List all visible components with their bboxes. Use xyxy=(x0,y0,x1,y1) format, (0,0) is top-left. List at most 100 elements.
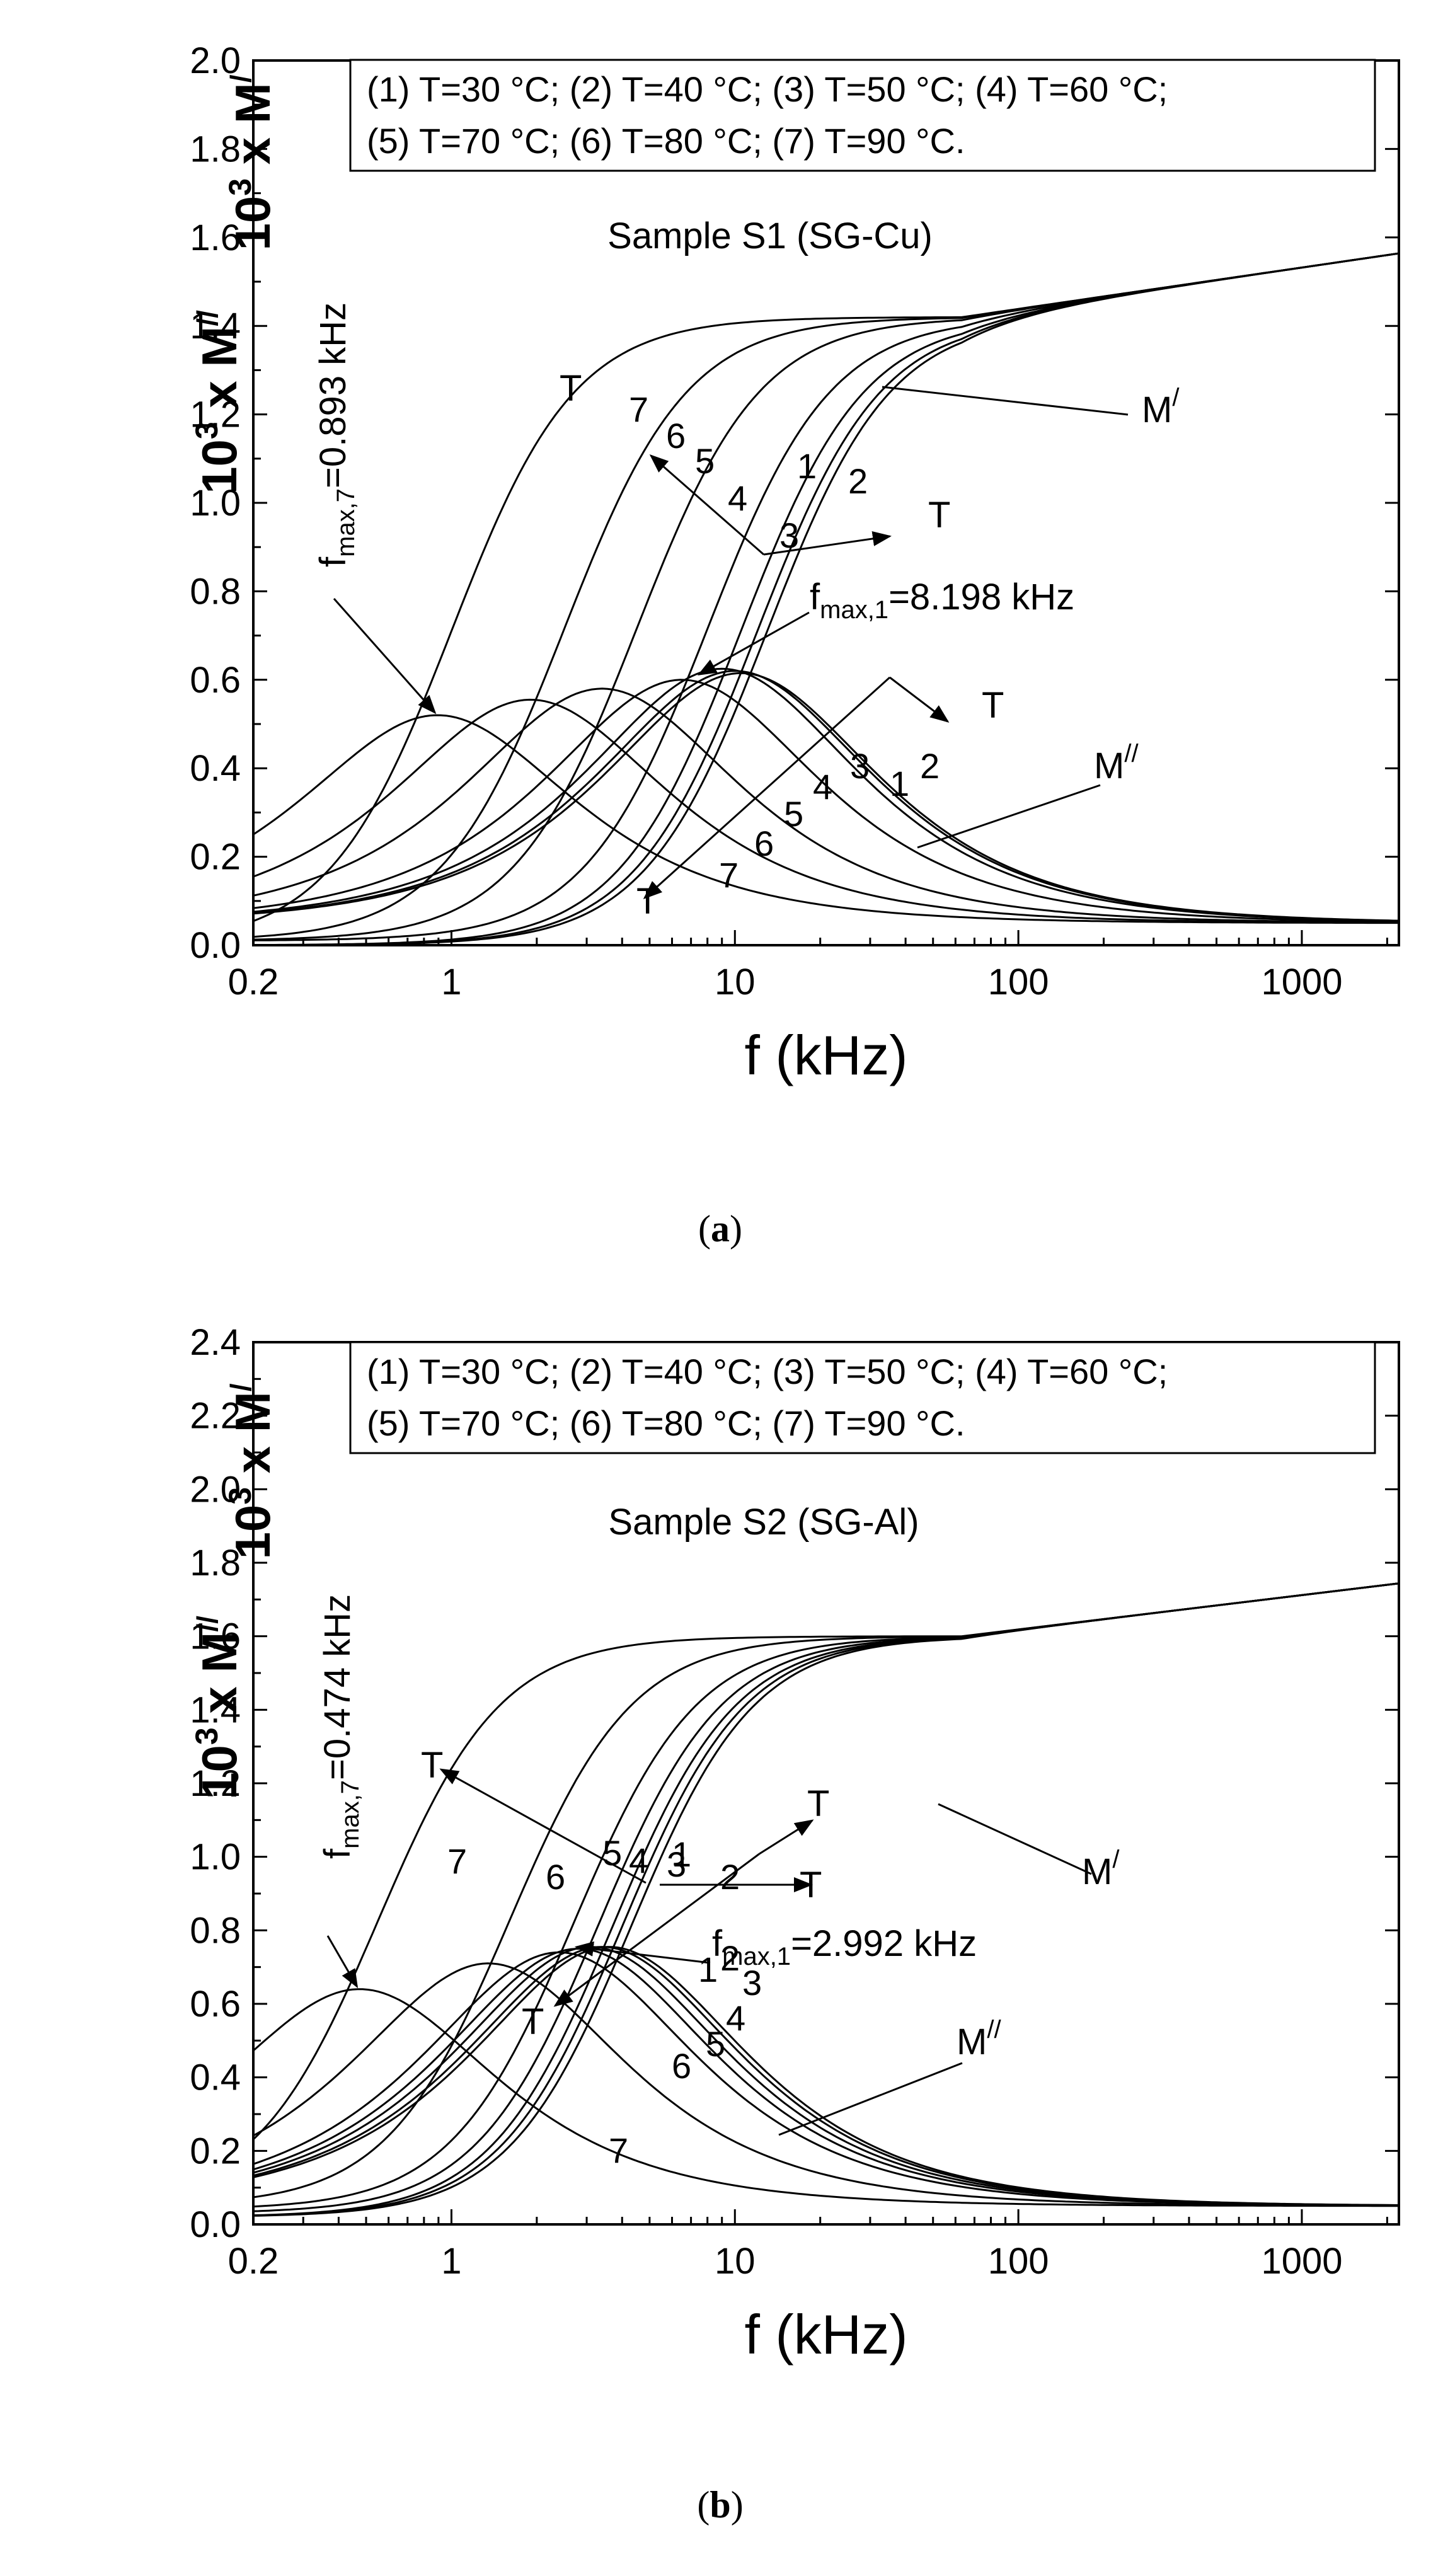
m-prime-label: M/ xyxy=(1082,1846,1120,1892)
temperature-arrow xyxy=(649,454,764,556)
series-6-m-prime-line xyxy=(253,1582,1400,2199)
curve-number: 7 xyxy=(609,2130,628,2170)
curve-number: 3 xyxy=(742,1963,762,2003)
arrow-label-T: T xyxy=(522,2001,544,2042)
temperature-arrow xyxy=(439,1768,647,1884)
chart-title: Sample S2 (SG-Al) xyxy=(608,1502,919,1543)
y-tick-label: 0.2 xyxy=(190,837,241,878)
fmax7-arrow xyxy=(326,1935,359,1989)
series-6-m-double-prime-line xyxy=(253,1962,1400,2207)
chart-title: Sample S1 (SG-Cu) xyxy=(607,216,933,256)
arrow-label-T: T xyxy=(982,685,1004,726)
panel-a: 0.00.20.40.60.81.01.21.41.61.82.00.2 1 10 1… xyxy=(189,40,1400,1250)
arrow-label-T: T xyxy=(560,368,582,409)
arrow-label-T: T xyxy=(636,881,658,922)
temperature-arrow xyxy=(889,676,950,723)
x-tick-label: 10 xyxy=(715,2241,756,2282)
m-double-prime-label: M// xyxy=(957,2016,1001,2062)
y-tick-label: 1.4 xyxy=(190,306,241,347)
curve-number: 2 xyxy=(848,461,868,501)
series-1-m-double-prime-line xyxy=(253,1946,1400,2206)
series-5-m-double-prime-line xyxy=(253,687,1399,924)
m-double-prime-label: M// xyxy=(1094,740,1139,786)
legend-box xyxy=(349,59,1376,172)
curve-number: 3 xyxy=(667,1844,686,1884)
curve-number: 3 xyxy=(779,515,799,555)
curve-number: 1 xyxy=(672,1834,691,1874)
curve-number: 4 xyxy=(629,1841,648,1880)
temperature-arrow xyxy=(763,531,892,556)
series-3-m-double-prime-line xyxy=(253,1946,1400,2207)
arrow-label-T: T xyxy=(800,1865,822,1906)
temperature-arrow xyxy=(759,1819,814,1855)
series-2-m-double-prime-line xyxy=(253,1946,1400,2207)
x-axis-title: f (kHz) xyxy=(744,1024,907,1086)
y-tick-label: 2.4 xyxy=(190,1322,241,1363)
curve-number: 1 xyxy=(698,1950,718,1989)
series-4-m-double-prime-line xyxy=(253,1948,1400,2207)
series-7-m-double-prime-line xyxy=(253,1988,1399,2207)
series-2-m-double-prime-line xyxy=(253,670,1400,922)
fmax1-arrow xyxy=(574,1941,711,1964)
plot-frame xyxy=(252,59,1400,946)
arrow-label-T: T xyxy=(421,1745,443,1786)
x-tick-label: 1 xyxy=(441,962,461,1003)
fmax7-arrow xyxy=(333,598,437,715)
series-2-m-prime-line xyxy=(253,1582,1400,2217)
curve-number: 6 xyxy=(672,2046,691,2086)
curve-number: 2 xyxy=(920,746,940,786)
curve-number: 1 xyxy=(797,446,817,486)
legend-entry: (5) T=70 °C; (6) T=80 °C; (7) T=90 °C. xyxy=(367,1403,965,1443)
y-tick-label: 1.6 xyxy=(190,217,241,258)
curve-number: 6 xyxy=(546,1857,565,1897)
x-tick-label: 1000 xyxy=(1261,962,1342,1003)
y-tick-label: 0.6 xyxy=(190,1984,241,2025)
y-tick-label: 2.2 xyxy=(190,1396,241,1437)
series-7-m-prime-line xyxy=(252,1582,1400,2141)
series-6-m-double-prime-line xyxy=(253,698,1399,924)
y-axis-title-lower: 103 x M// xyxy=(189,1616,247,1800)
arrow-label-T: T xyxy=(928,495,950,536)
y-tick-label: 0.8 xyxy=(190,571,241,612)
curve-number: 3 xyxy=(850,746,870,786)
curve-number: 5 xyxy=(695,441,715,481)
y-tick-label: 0.0 xyxy=(190,925,241,966)
x-tick-label: 100 xyxy=(988,2241,1049,2282)
x-tick-label: 100 xyxy=(988,962,1049,1003)
x-tick-label: 1000 xyxy=(1261,2241,1342,2282)
curve-number: 5 xyxy=(784,794,803,834)
m-prime-pointer xyxy=(882,386,1129,416)
y-tick-label: 1.6 xyxy=(190,1616,241,1657)
y-tick-label: 1.0 xyxy=(190,1837,241,1878)
series-5-m-double-prime-line xyxy=(253,1951,1400,2207)
temperature-arrow xyxy=(553,1853,760,2007)
y-tick-label: 1.2 xyxy=(190,1763,241,1804)
curve-number: 6 xyxy=(666,416,686,456)
m-double-prime-pointer xyxy=(917,784,1101,849)
y-tick-label: 0.0 xyxy=(190,2204,241,2245)
fmax7-annotation: fmax,7=0.474 kHz xyxy=(317,1594,364,1859)
curve-number: 6 xyxy=(754,824,774,863)
y-tick-label: 0.8 xyxy=(190,1910,241,1951)
curve-number: 1 xyxy=(890,764,909,803)
series-4-m-double-prime-line xyxy=(253,679,1400,923)
m-double-prime-pointer xyxy=(778,2062,963,2136)
y-axis-title-upper: 103 x M/ xyxy=(222,74,280,250)
y-tick-label: 1.2 xyxy=(190,394,241,435)
temperature-arrow xyxy=(643,676,891,900)
curve-number: 7 xyxy=(629,389,648,429)
x-tick-label: 0.2 xyxy=(228,962,279,1003)
y-tick-label: 2.0 xyxy=(190,40,241,81)
fmax1-annotation: fmax,1=2.992 kHz xyxy=(712,1923,977,1970)
y-axis-title-lower: 103 x M// xyxy=(189,310,247,494)
y-tick-label: 2.0 xyxy=(190,1469,241,1510)
y-tick-label: 1.8 xyxy=(190,129,241,170)
x-axis-title: f (kHz) xyxy=(744,2303,907,2366)
y-axis-title-upper: 103 x M/ xyxy=(222,1383,280,1559)
arrow-label-T: T xyxy=(807,1783,829,1824)
curve-number: 2 xyxy=(720,1938,740,1978)
panel-caption: (b) xyxy=(697,2484,743,2526)
y-tick-label: 1.8 xyxy=(190,1543,241,1584)
x-tick-label: 1 xyxy=(441,2241,461,2282)
